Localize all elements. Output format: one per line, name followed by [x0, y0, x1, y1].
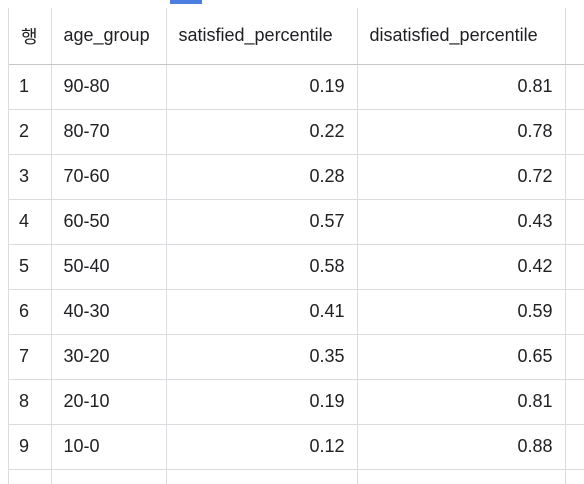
empty-row [9, 469, 584, 484]
age-group-cell[interactable]: 20-10 [51, 379, 167, 425]
row-filler [565, 199, 584, 245]
column-header-age-group[interactable]: age_group [51, 8, 167, 65]
disatisfied-percentile-cell[interactable]: 0.65 [357, 334, 566, 380]
column-header-disatisfied-percentile[interactable]: disatisfied_percentile [357, 8, 566, 65]
row-filler [565, 334, 584, 380]
table-row: 3 70-60 0.28 0.72 [9, 154, 584, 200]
satisfied-percentile-cell[interactable]: 0.35 [166, 334, 358, 380]
empty-cell [565, 469, 584, 484]
table-row: 2 80-70 0.22 0.78 [9, 109, 584, 155]
row-number-cell[interactable]: 9 [9, 424, 52, 470]
row-filler [565, 424, 584, 470]
disatisfied-percentile-cell[interactable]: 0.43 [357, 199, 566, 245]
satisfied-percentile-cell[interactable]: 0.19 [166, 64, 358, 110]
row-filler [565, 379, 584, 425]
table-row: 9 10-0 0.12 0.88 [9, 424, 584, 470]
column-header-satisfied-percentile[interactable]: satisfied_percentile [166, 8, 358, 65]
table-row: 6 40-30 0.41 0.59 [9, 289, 584, 335]
age-group-cell[interactable]: 80-70 [51, 109, 167, 155]
table-row: 1 90-80 0.19 0.81 [9, 64, 584, 110]
row-number-cell[interactable]: 2 [9, 109, 52, 155]
row-number-header: 행 [9, 8, 52, 65]
row-filler [565, 289, 584, 335]
row-filler [565, 64, 584, 110]
age-group-cell[interactable]: 30-20 [51, 334, 167, 380]
active-tab-indicator [170, 0, 202, 4]
header-row: 행 age_group satisfied_percentile disatis… [9, 8, 584, 65]
satisfied-percentile-cell[interactable]: 0.12 [166, 424, 358, 470]
table-row: 7 30-20 0.35 0.65 [9, 334, 584, 380]
disatisfied-percentile-cell[interactable]: 0.81 [357, 64, 566, 110]
empty-cell [9, 469, 52, 484]
satisfied-percentile-cell[interactable]: 0.58 [166, 244, 358, 290]
empty-cell [51, 469, 167, 484]
age-group-cell[interactable]: 70-60 [51, 154, 167, 200]
disatisfied-percentile-cell[interactable]: 0.81 [357, 379, 566, 425]
age-group-cell[interactable]: 90-80 [51, 64, 167, 110]
table-row: 5 50-40 0.58 0.42 [9, 244, 584, 290]
results-table-container: 행 age_group satisfied_percentile disatis… [8, 8, 584, 484]
satisfied-percentile-cell[interactable]: 0.57 [166, 199, 358, 245]
results-table: 행 age_group satisfied_percentile disatis… [9, 8, 584, 484]
row-number-cell[interactable]: 5 [9, 244, 52, 290]
age-group-cell[interactable]: 50-40 [51, 244, 167, 290]
table-row: 8 20-10 0.19 0.81 [9, 379, 584, 425]
age-group-cell[interactable]: 40-30 [51, 289, 167, 335]
row-filler [565, 109, 584, 155]
disatisfied-percentile-cell[interactable]: 0.78 [357, 109, 566, 155]
row-number-cell[interactable]: 3 [9, 154, 52, 200]
satisfied-percentile-cell[interactable]: 0.41 [166, 289, 358, 335]
disatisfied-percentile-cell[interactable]: 0.42 [357, 244, 566, 290]
row-number-cell[interactable]: 7 [9, 334, 52, 380]
age-group-cell[interactable]: 60-50 [51, 199, 167, 245]
disatisfied-percentile-cell[interactable]: 0.88 [357, 424, 566, 470]
empty-cell [357, 469, 566, 484]
disatisfied-percentile-cell[interactable]: 0.72 [357, 154, 566, 200]
row-number-cell[interactable]: 4 [9, 199, 52, 245]
table-body: 1 90-80 0.19 0.81 2 80-70 0.22 0.78 3 70-60 0.28 0.… [9, 64, 584, 484]
disatisfied-percentile-cell[interactable]: 0.59 [357, 289, 566, 335]
row-filler [565, 154, 584, 200]
row-number-cell[interactable]: 1 [9, 64, 52, 110]
age-group-cell[interactable]: 10-0 [51, 424, 167, 470]
row-filler [565, 244, 584, 290]
satisfied-percentile-cell[interactable]: 0.19 [166, 379, 358, 425]
header-filler [565, 8, 584, 65]
table-row: 4 60-50 0.57 0.43 [9, 199, 584, 245]
empty-cell [166, 469, 358, 484]
satisfied-percentile-cell[interactable]: 0.22 [166, 109, 358, 155]
row-number-cell[interactable]: 8 [9, 379, 52, 425]
satisfied-percentile-cell[interactable]: 0.28 [166, 154, 358, 200]
row-number-cell[interactable]: 6 [9, 289, 52, 335]
